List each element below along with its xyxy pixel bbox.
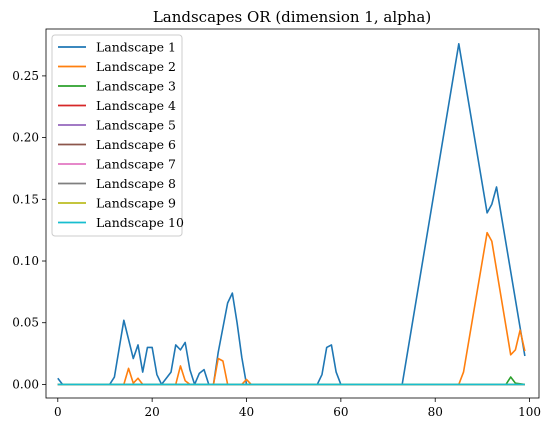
legend-label-6: Landscape 6 (96, 137, 176, 152)
series-line-3 (57, 376, 525, 386)
legend-label-3: Landscape 3 (96, 79, 176, 94)
x-tick-label: 20 (145, 405, 160, 419)
x-axis: 0 20 40 60 80 100 (54, 398, 541, 419)
legend-label-10: Landscape 10 (96, 215, 184, 230)
y-tick-label: 0.25 (12, 69, 39, 83)
legend-label-7: Landscape 7 (96, 157, 176, 172)
y-tick-label: 0.10 (12, 254, 39, 268)
axes-frame (45, 28, 540, 399)
chart-title: Landscapes OR (dimension 1, alpha) (153, 8, 431, 26)
y-tick-label: 0.15 (12, 192, 39, 206)
legend-label-1: Landscape 1 (96, 40, 176, 55)
series-line-1 (57, 43, 526, 386)
legend-label-4: Landscape 4 (96, 98, 176, 113)
legend-label-2: Landscape 2 (96, 59, 176, 74)
x-tick-label: 40 (239, 405, 254, 419)
x-tick-label: 60 (333, 405, 348, 419)
legend-label-9: Landscape 9 (96, 196, 176, 211)
legend: Landscape 1 Landscape 2 Landscape 3 Landsca… (51, 34, 184, 237)
x-tick-label: 0 (54, 405, 62, 419)
legend-label-8: Landscape 8 (96, 176, 176, 191)
x-tick-label: 100 (518, 405, 541, 419)
x-tick-label: 80 (428, 405, 443, 419)
y-axis: 0.00 0.05 0.10 0.15 0.20 0.25 (12, 69, 46, 391)
y-tick-label: 0.00 (12, 377, 39, 391)
plot-area (57, 43, 526, 386)
legend-label-5: Landscape 5 (96, 118, 176, 133)
y-tick-label: 0.05 (12, 316, 39, 330)
y-tick-label: 0.20 (12, 131, 39, 145)
series-line-2 (57, 231, 526, 386)
